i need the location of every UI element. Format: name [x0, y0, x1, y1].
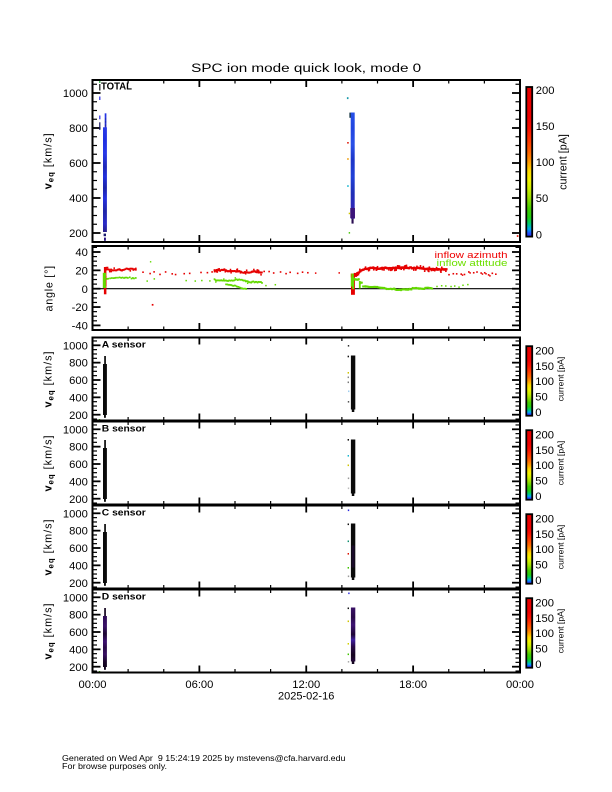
svg-text:400: 400: [69, 392, 88, 404]
svg-text:800: 800: [69, 526, 88, 538]
svg-text:veq [km/s]: veq [km/s]: [43, 603, 56, 660]
svg-text:veq [km/s]: veq [km/s]: [43, 435, 56, 492]
svg-text:150: 150: [535, 361, 554, 373]
svg-text:1000: 1000: [63, 340, 88, 352]
svg-text:-40: -40: [72, 320, 88, 332]
svg-text:current [pA]: current [pA]: [556, 357, 566, 401]
svg-text:1000: 1000: [63, 88, 88, 100]
svg-text:200: 200: [535, 430, 554, 442]
svg-text:veq [km/s]: veq [km/s]: [43, 519, 56, 576]
svg-text:150: 150: [535, 529, 554, 541]
svg-text:current [pA]: current [pA]: [556, 525, 566, 569]
svg-text:600: 600: [69, 459, 88, 471]
svg-text:1000: 1000: [63, 424, 88, 436]
svg-text:200: 200: [69, 578, 88, 590]
svg-text:200: 200: [69, 410, 88, 422]
svg-text:0: 0: [535, 575, 541, 587]
svg-text:1000: 1000: [63, 508, 88, 520]
svg-text:100: 100: [535, 460, 554, 472]
svg-text:200: 200: [536, 85, 555, 97]
svg-text:150: 150: [536, 121, 555, 133]
svg-text:0: 0: [535, 491, 541, 503]
svg-text:600: 600: [69, 627, 88, 639]
svg-text:400: 400: [69, 476, 88, 488]
svg-text:200: 200: [535, 346, 554, 358]
svg-text:inflow azimuth: inflow azimuth: [435, 250, 508, 260]
svg-text:200: 200: [535, 514, 554, 526]
svg-text:100: 100: [535, 628, 554, 640]
svg-text:C sensor: C sensor: [102, 508, 146, 519]
svg-text:20: 20: [75, 265, 87, 277]
svg-text:Generated on Wed Apr 9 15:24:: Generated on Wed Apr 9 15:24:19 2025 by …: [62, 754, 346, 763]
svg-text:40: 40: [75, 247, 87, 259]
svg-text:D sensor: D sensor: [102, 592, 146, 603]
svg-text:0: 0: [536, 229, 542, 241]
svg-text:200: 200: [535, 598, 554, 610]
svg-text:12:00: 12:00: [292, 679, 320, 691]
svg-text:current [pA]: current [pA]: [558, 134, 570, 190]
svg-text:current [pA]: current [pA]: [556, 441, 566, 485]
svg-text:0: 0: [535, 407, 541, 419]
svg-text:600: 600: [69, 158, 88, 170]
svg-text:400: 400: [69, 193, 88, 205]
svg-text:2025-02-16: 2025-02-16: [278, 691, 334, 703]
svg-text:TOTAL: TOTAL: [101, 82, 132, 93]
svg-text:800: 800: [69, 123, 88, 135]
svg-text:00:00: 00:00: [79, 679, 107, 691]
svg-text:200: 200: [69, 662, 88, 674]
svg-text:00:00: 00:00: [506, 679, 534, 691]
svg-text:800: 800: [69, 442, 88, 454]
svg-text:B sensor: B sensor: [102, 424, 146, 435]
svg-text:0: 0: [82, 284, 88, 296]
svg-text:0: 0: [535, 659, 541, 671]
svg-text:50: 50: [535, 475, 547, 487]
svg-text:veq [km/s]: veq [km/s]: [43, 351, 56, 408]
svg-text:50: 50: [535, 559, 547, 571]
svg-text:1000: 1000: [63, 592, 88, 604]
svg-text:800: 800: [69, 610, 88, 622]
svg-text:100: 100: [535, 544, 554, 556]
svg-text:100: 100: [536, 157, 555, 169]
svg-text:A sensor: A sensor: [102, 340, 146, 351]
svg-text:06:00: 06:00: [185, 679, 213, 691]
svg-text:-20: -20: [72, 302, 88, 314]
svg-text:For browse purposes only.: For browse purposes only.: [62, 762, 167, 771]
svg-text:600: 600: [69, 375, 88, 387]
svg-text:400: 400: [69, 560, 88, 572]
svg-text:100: 100: [535, 376, 554, 388]
svg-text:50: 50: [535, 391, 547, 403]
svg-text:veq [km/s]: veq [km/s]: [43, 132, 56, 189]
svg-text:200: 200: [69, 228, 88, 240]
svg-text:200: 200: [69, 494, 88, 506]
svg-text:angle [°]: angle [°]: [44, 265, 56, 312]
svg-text:400: 400: [69, 644, 88, 656]
svg-text:SPC ion mode quick look, mode: SPC ion mode quick look, mode 0: [191, 61, 421, 75]
svg-text:50: 50: [535, 643, 547, 655]
svg-text:current [pA]: current [pA]: [556, 609, 566, 653]
svg-text:800: 800: [69, 358, 88, 370]
svg-text:50: 50: [536, 193, 548, 205]
svg-text:150: 150: [535, 445, 554, 457]
svg-text:18:00: 18:00: [399, 679, 427, 691]
svg-text:inflow attitude: inflow attitude: [437, 258, 508, 268]
svg-text:150: 150: [535, 613, 554, 625]
svg-text:600: 600: [69, 543, 88, 555]
